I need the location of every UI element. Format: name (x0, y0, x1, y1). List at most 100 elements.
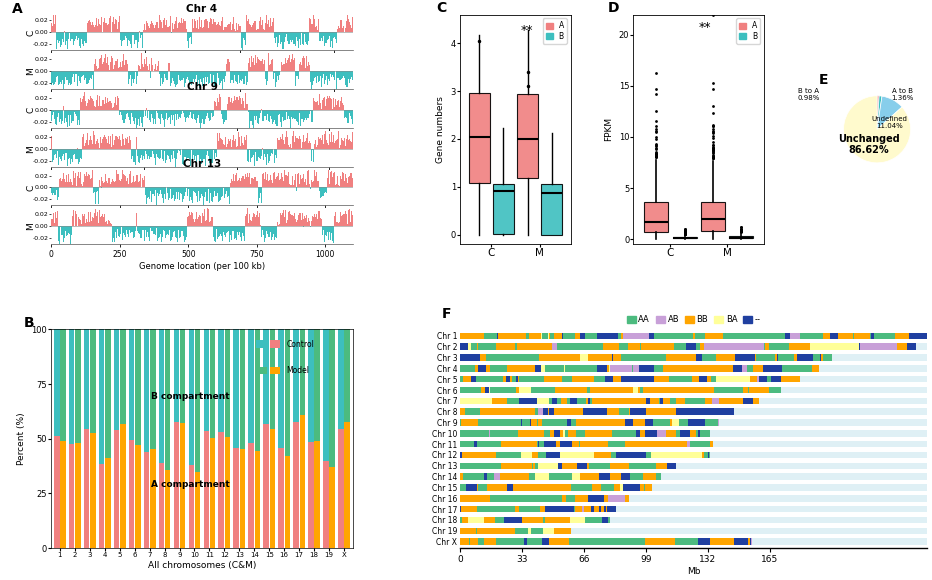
Bar (474, 365, 475, 372)
Y-axis label: Gene numbers: Gene numbers (436, 96, 445, 163)
Bar (476, 528, 502, 534)
Bar (323, 461, 329, 548)
Bar (641, 343, 674, 350)
Bar (742, 365, 747, 372)
Bar (712, 376, 716, 382)
Bar (688, 419, 706, 426)
Bar (474, 430, 488, 437)
Bar (777, 354, 778, 361)
Bar (517, 430, 518, 437)
Bar (666, 354, 686, 361)
Bar (460, 528, 475, 534)
Bar (747, 387, 749, 393)
Bar (760, 376, 767, 382)
Bar (535, 430, 538, 437)
Bar (645, 397, 646, 404)
Bar (344, 422, 350, 548)
Bar (590, 397, 593, 404)
Bar (461, 506, 462, 512)
Bar (543, 408, 548, 415)
Bar (621, 376, 652, 382)
Bar (344, 329, 350, 422)
Bar (144, 452, 149, 548)
Bar (638, 387, 640, 393)
Bar (624, 484, 632, 491)
Bar (61, 329, 66, 441)
Bar (711, 376, 712, 382)
Bar (562, 473, 572, 480)
Bar (460, 354, 480, 361)
Bar (733, 365, 742, 372)
Bar (556, 441, 560, 447)
Bar (491, 365, 507, 372)
Bar (478, 408, 480, 415)
Bar (490, 365, 491, 372)
Bar (640, 430, 645, 437)
Bar (545, 419, 549, 426)
Bar (639, 484, 644, 491)
Bar (572, 473, 580, 480)
Bar (625, 441, 633, 447)
Bar (622, 343, 628, 350)
Bar (522, 354, 530, 361)
Bar (256, 340, 267, 348)
Bar (549, 397, 552, 404)
Bar (460, 354, 927, 361)
Bar (656, 430, 666, 437)
Bar (475, 365, 478, 372)
X-axis label: Genome location (per 100 kb): Genome location (per 100 kb) (139, 262, 265, 270)
Bar (896, 332, 909, 339)
Bar (671, 419, 672, 426)
Text: Model: Model (286, 366, 309, 375)
Bar (555, 387, 585, 393)
Bar (477, 484, 487, 491)
Bar (528, 538, 542, 545)
Bar (645, 538, 675, 545)
Bar (574, 441, 579, 447)
Bar (486, 538, 493, 545)
Bar (781, 376, 800, 382)
Bar (489, 484, 507, 491)
Bar (589, 463, 599, 469)
Wedge shape (877, 96, 902, 129)
Bar (706, 365, 716, 372)
Bar (506, 376, 507, 382)
Bar (521, 408, 522, 415)
Bar (677, 397, 685, 404)
Bar (580, 441, 607, 447)
Bar (612, 354, 613, 361)
Bar (460, 441, 474, 447)
Bar (563, 332, 566, 339)
Bar (686, 354, 696, 361)
Bar (596, 430, 611, 437)
Bar (550, 387, 555, 393)
Bar (460, 484, 466, 491)
Bar (622, 332, 623, 339)
Bar (764, 343, 769, 350)
Bar (465, 538, 470, 545)
Bar (460, 365, 927, 372)
Bar (496, 343, 515, 350)
Bar (632, 484, 634, 491)
Bar (210, 437, 215, 548)
Bar (568, 419, 571, 426)
Bar (488, 430, 490, 437)
Bar (610, 473, 621, 480)
Bar (158, 329, 164, 463)
Bar (254, 329, 260, 451)
Bar (614, 484, 621, 491)
PathPatch shape (493, 184, 514, 234)
Bar (529, 495, 539, 502)
Bar (269, 329, 275, 429)
Bar (755, 354, 756, 361)
Bar (492, 397, 507, 404)
Bar (717, 354, 722, 361)
Bar (710, 441, 714, 447)
Bar (552, 484, 556, 491)
Bar (129, 329, 134, 440)
Bar (540, 441, 544, 447)
Bar (248, 443, 254, 548)
Bar (460, 463, 463, 469)
Bar (607, 408, 619, 415)
Bar (598, 473, 610, 480)
